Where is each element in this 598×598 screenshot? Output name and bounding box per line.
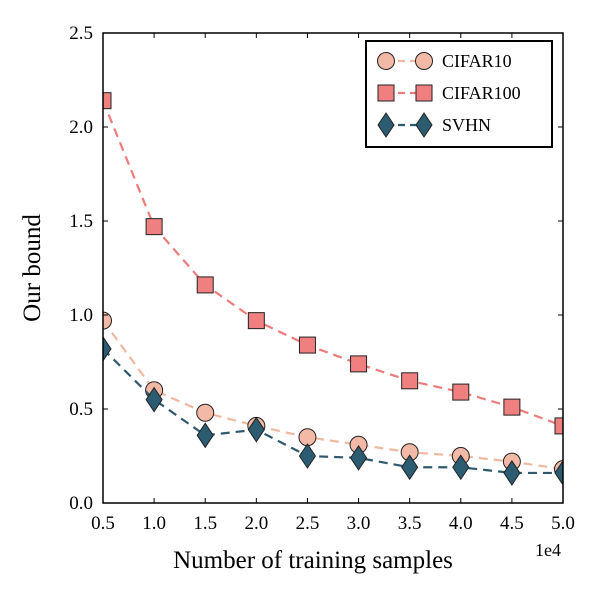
series-line-svhn [103,348,563,475]
x-tick-label: 2.5 [296,513,320,534]
y-tick-label: 0.0 [69,493,93,514]
data-point-svhn [452,454,470,481]
data-point-cifar100 [452,383,470,401]
plot-frame [102,32,564,504]
data-point-svhn [401,454,419,481]
data-point-cifar100 [196,276,214,294]
series-layer [103,92,563,486]
data-point-cifar100 [145,218,163,236]
series-line-cifar10 [103,319,563,471]
y-tick-label: 2.0 [69,117,93,138]
data-point-svhn [554,460,563,486]
data-point-svhn [103,335,112,362]
x-tick-label: 4.0 [449,513,473,534]
y-tick-label: 0.5 [69,399,93,420]
ticks-layer: 0.5 1.0 1.5 2.0 2.5 3.0 3.5 4.0 4.5 5.00.00.51.01… [69,23,575,534]
data-point-cifar10 [103,311,112,330]
series-svhn [103,335,563,486]
y-tick-label: 1.5 [69,211,93,232]
y-tick-label: 2.5 [69,23,93,44]
legend-box [365,40,553,148]
legend-marker-cifar10 [415,52,433,70]
y-axis-title: Our bound [19,214,46,322]
data-point-cifar100 [503,398,521,416]
legend: CIFAR10 CIFAR100 SVHN [365,40,553,148]
data-point-cifar100 [247,312,265,330]
x-tick-label: 4.5 [500,513,524,534]
data-point-cifar100 [401,372,419,390]
data-point-cifar100 [350,355,368,373]
legend-marker-cifar100 [415,84,433,102]
data-point-svhn [247,416,265,443]
legend-marker-cifar100 [377,84,395,102]
legend-marker-svhn [377,112,395,138]
y-tick-label: 1.0 [69,305,93,326]
series-cifar10 [103,311,563,479]
x-tick-label: 1.0 [142,513,166,534]
data-point-cifar100 [103,92,112,110]
x-tick-label: 3.5 [398,513,422,534]
data-point-cifar100 [554,417,563,435]
x-tick-label: 3.0 [347,513,371,534]
x-tick-label: 5.0 [551,513,575,534]
x-tick-label: 2.0 [244,513,268,534]
data-point-cifar100 [298,336,316,354]
x-axis-title: Number of training samples [173,547,453,574]
x-tick-label: 1.5 [193,513,217,534]
plot-area [103,92,563,486]
series-line-cifar100 [103,100,563,427]
data-point-svhn [145,386,163,413]
x-axis-exponent-label: 1e4 [535,540,561,560]
series-cifar100 [103,92,563,435]
data-point-svhn [196,422,214,449]
legend-label-cifar10: CIFAR10 [442,51,512,71]
x-tick-label: 0.5 [91,513,115,534]
legend-marker-svhn [415,112,433,138]
data-point-svhn [349,444,368,471]
data-point-svhn [503,460,521,486]
data-point-svhn [298,443,317,469]
data-point-cifar10 [196,403,215,422]
legend-label-cifar100: CIFAR100 [442,83,521,103]
legend-label-svhn: SVHN [442,115,491,135]
legend-marker-cifar10 [377,52,395,70]
